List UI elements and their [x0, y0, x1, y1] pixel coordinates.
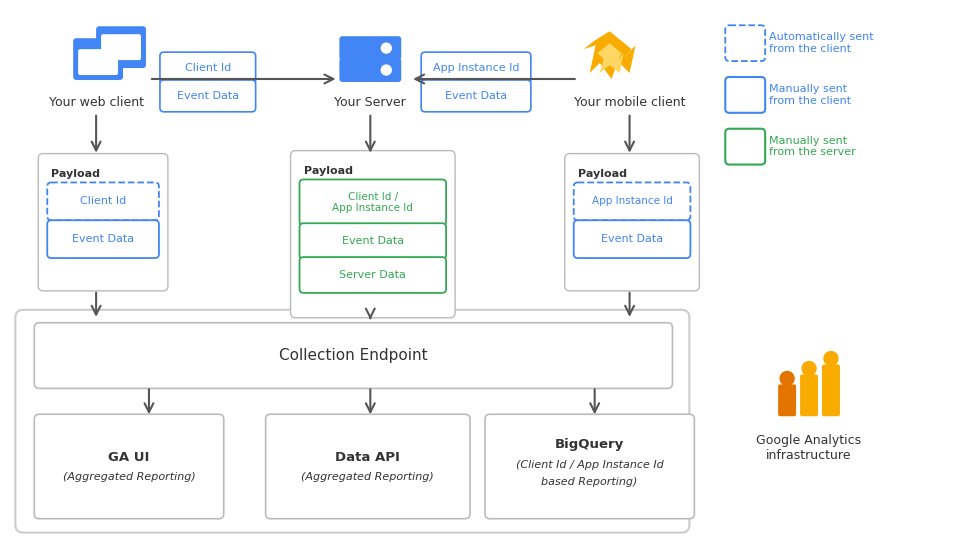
Text: Payload: Payload — [51, 168, 100, 179]
Text: Event Data: Event Data — [72, 234, 134, 244]
FancyBboxPatch shape — [300, 179, 446, 225]
Text: Payload: Payload — [303, 166, 352, 176]
Text: (Aggregated Reporting): (Aggregated Reporting) — [62, 472, 196, 482]
Text: Manually sent
from the client: Manually sent from the client — [769, 84, 852, 106]
Circle shape — [802, 361, 816, 375]
Text: Client Id: Client Id — [184, 63, 231, 73]
FancyBboxPatch shape — [300, 223, 446, 259]
FancyBboxPatch shape — [47, 183, 159, 220]
Text: (Aggregated Reporting): (Aggregated Reporting) — [300, 472, 434, 482]
Text: App Instance Id: App Instance Id — [433, 63, 519, 73]
Text: Your web client: Your web client — [49, 96, 144, 109]
Text: (Client Id / App Instance Id: (Client Id / App Instance Id — [516, 460, 663, 470]
Circle shape — [780, 372, 794, 386]
Text: based Reporting): based Reporting) — [541, 477, 637, 487]
FancyBboxPatch shape — [800, 374, 818, 416]
Circle shape — [381, 65, 392, 75]
Text: Payload: Payload — [578, 168, 627, 179]
FancyBboxPatch shape — [96, 26, 146, 68]
FancyBboxPatch shape — [421, 80, 531, 112]
Circle shape — [381, 43, 392, 53]
FancyBboxPatch shape — [35, 323, 672, 388]
Text: App Instance Id: App Instance Id — [591, 197, 673, 206]
FancyBboxPatch shape — [726, 25, 765, 61]
Text: GA UI: GA UI — [108, 450, 150, 463]
FancyBboxPatch shape — [485, 414, 694, 519]
Circle shape — [824, 352, 838, 366]
FancyBboxPatch shape — [564, 153, 700, 291]
Text: Event Data: Event Data — [342, 236, 404, 246]
Text: Event Data: Event Data — [444, 91, 507, 101]
Text: Automatically sent
from the client: Automatically sent from the client — [769, 32, 874, 54]
FancyBboxPatch shape — [300, 257, 446, 293]
FancyBboxPatch shape — [421, 52, 531, 84]
Text: Manually sent
from the server: Manually sent from the server — [769, 136, 856, 158]
Text: Your Server: Your Server — [334, 96, 406, 109]
Text: Server Data: Server Data — [340, 270, 406, 280]
FancyBboxPatch shape — [160, 80, 255, 112]
Text: Client Id /
App Instance Id: Client Id / App Instance Id — [332, 192, 413, 213]
Text: Client Id: Client Id — [80, 197, 126, 206]
FancyBboxPatch shape — [291, 151, 455, 318]
FancyBboxPatch shape — [340, 58, 401, 82]
FancyBboxPatch shape — [726, 77, 765, 113]
Text: BigQuery: BigQuery — [555, 437, 624, 450]
Text: Data API: Data API — [335, 450, 399, 463]
Polygon shape — [598, 43, 624, 73]
FancyBboxPatch shape — [78, 49, 118, 75]
FancyBboxPatch shape — [340, 36, 401, 60]
Text: Event Data: Event Data — [601, 234, 663, 244]
FancyBboxPatch shape — [47, 220, 159, 258]
FancyBboxPatch shape — [822, 364, 840, 416]
FancyBboxPatch shape — [779, 384, 796, 416]
Polygon shape — [584, 31, 636, 79]
FancyBboxPatch shape — [101, 34, 141, 60]
FancyBboxPatch shape — [38, 153, 168, 291]
FancyBboxPatch shape — [726, 129, 765, 165]
Text: Event Data: Event Data — [177, 91, 239, 101]
FancyBboxPatch shape — [35, 414, 224, 519]
FancyBboxPatch shape — [574, 220, 690, 258]
FancyBboxPatch shape — [15, 310, 689, 532]
FancyBboxPatch shape — [574, 183, 690, 220]
Text: Collection Endpoint: Collection Endpoint — [279, 348, 427, 363]
FancyBboxPatch shape — [160, 52, 255, 84]
FancyBboxPatch shape — [73, 38, 123, 80]
FancyBboxPatch shape — [266, 414, 470, 519]
Text: Your mobile client: Your mobile client — [574, 96, 685, 109]
Text: Google Analytics
infrastructure: Google Analytics infrastructure — [756, 434, 862, 462]
